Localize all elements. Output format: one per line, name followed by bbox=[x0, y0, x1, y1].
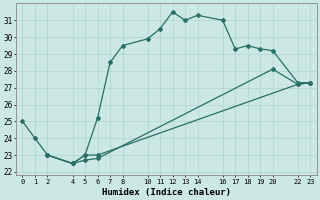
X-axis label: Humidex (Indice chaleur): Humidex (Indice chaleur) bbox=[102, 188, 231, 197]
